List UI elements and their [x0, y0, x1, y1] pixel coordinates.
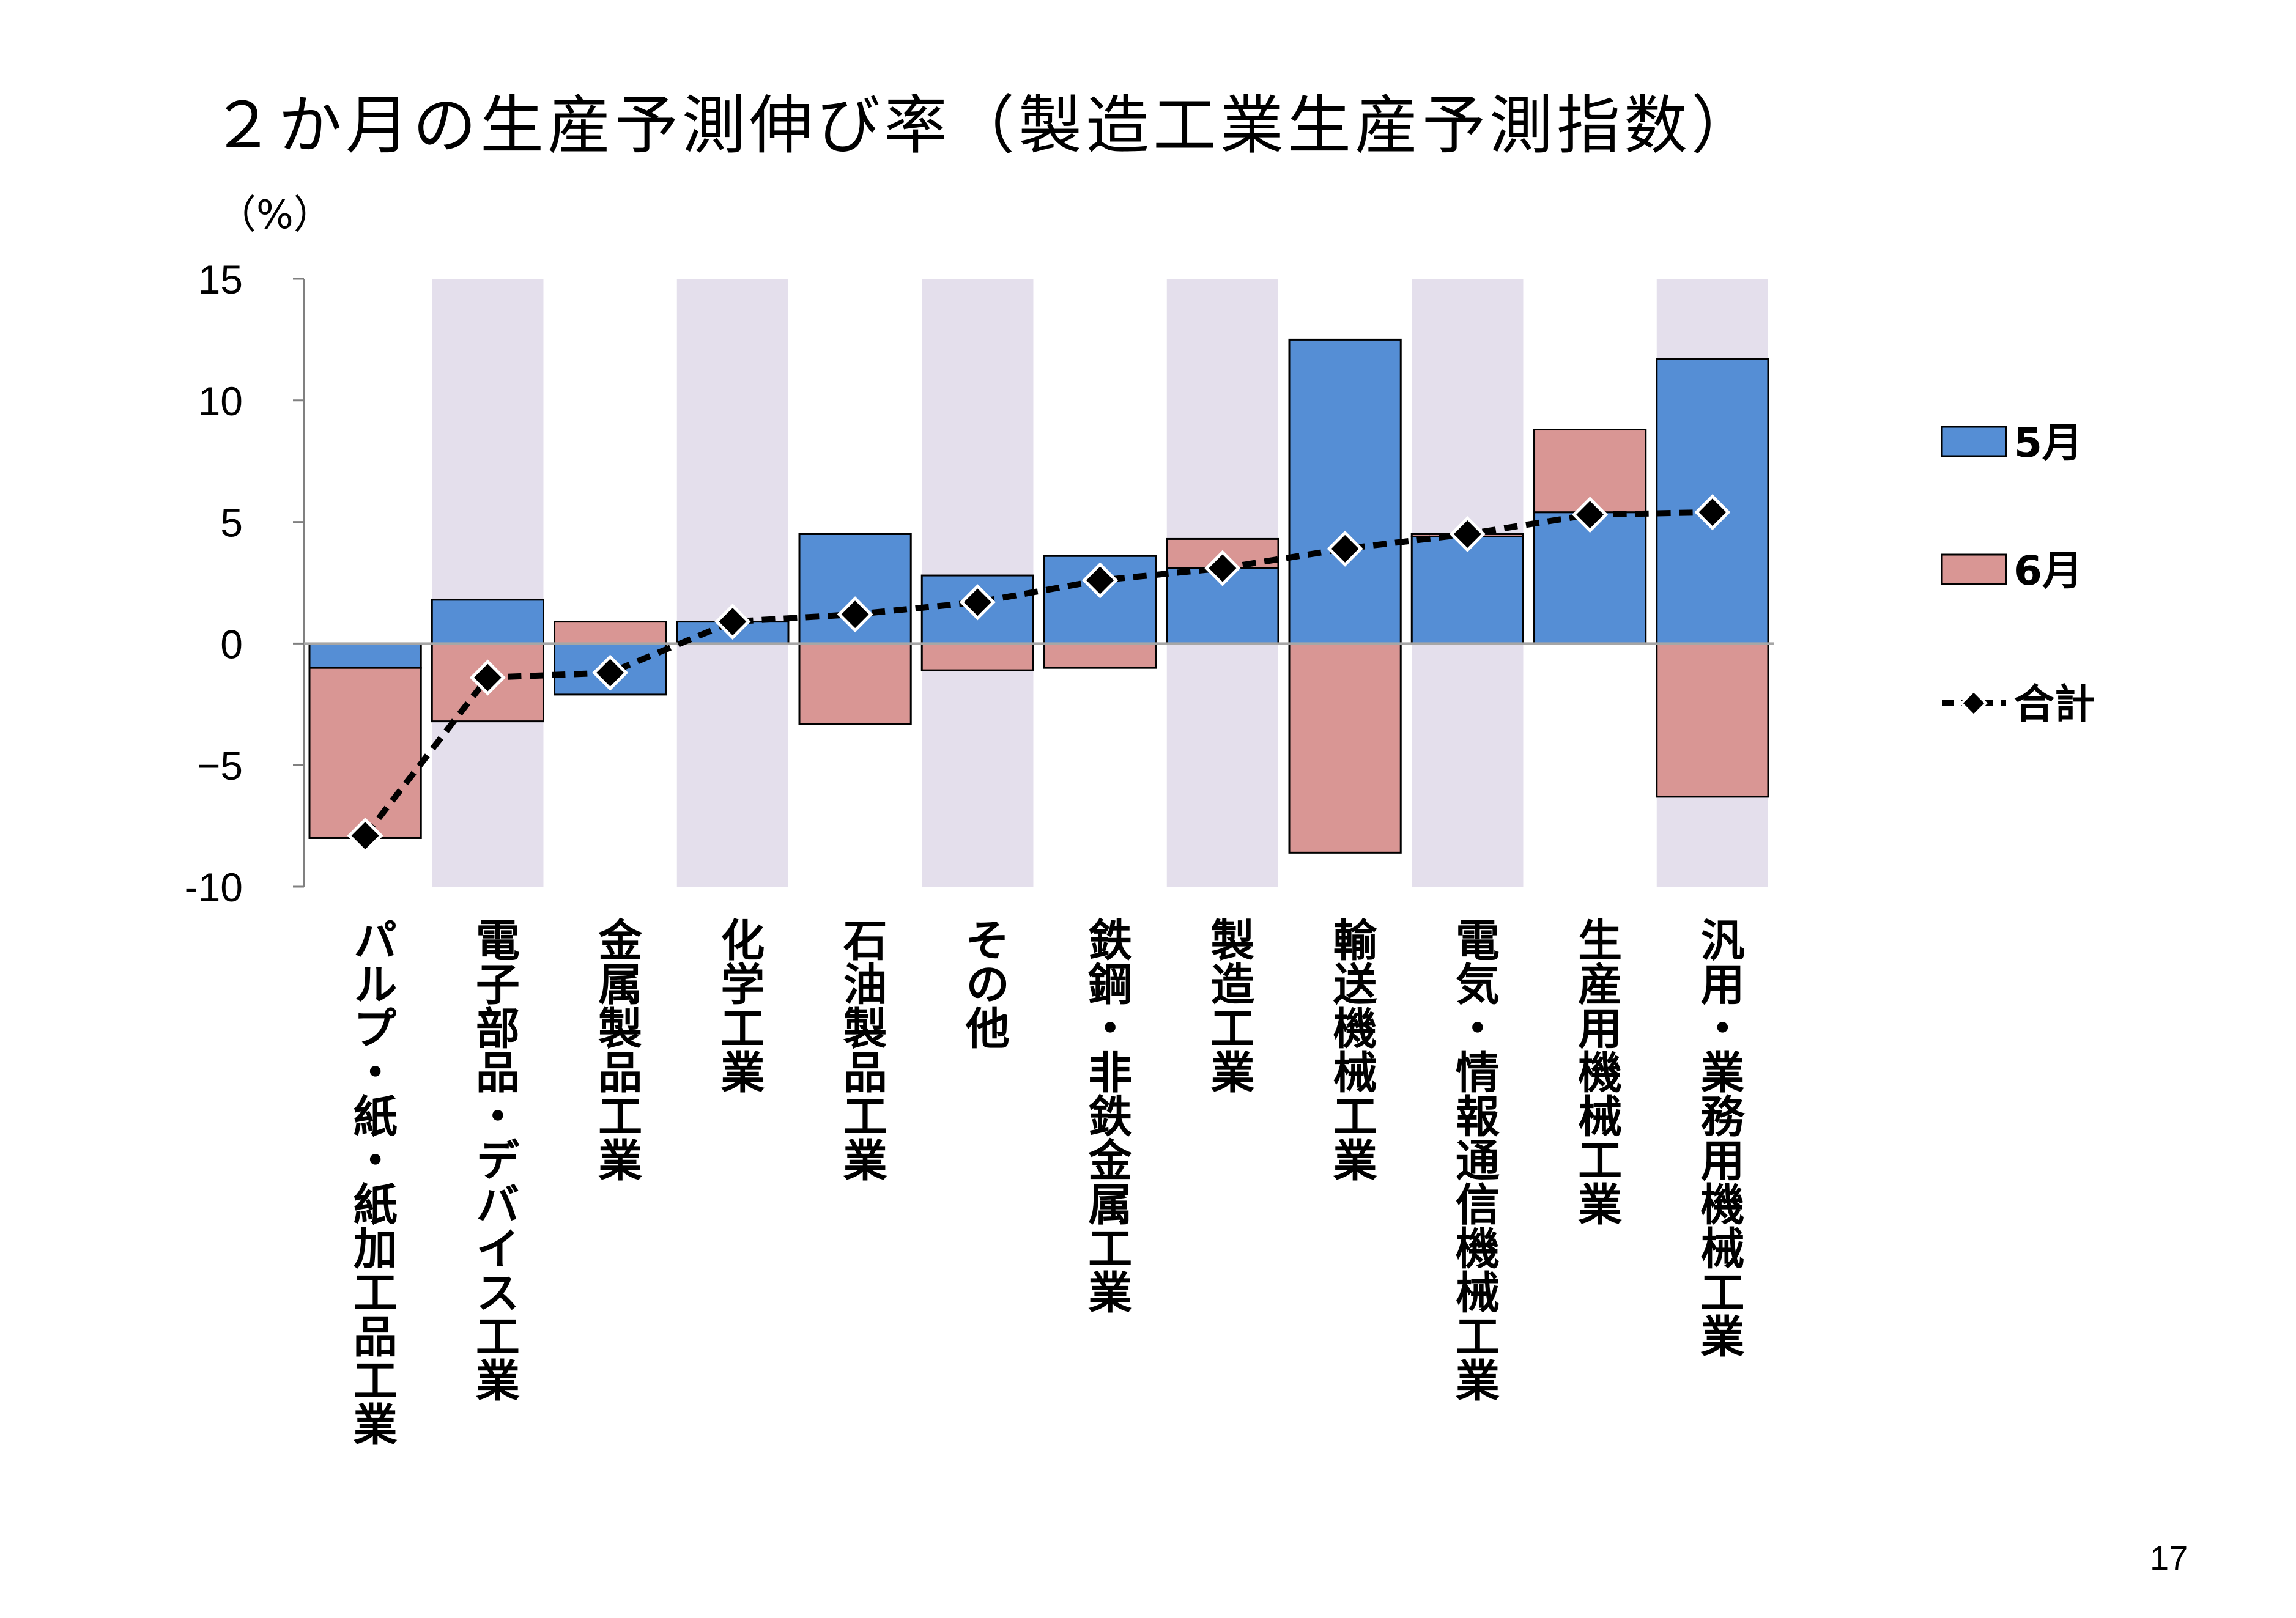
category-label: 輸送機械工業: [1325, 917, 1377, 1181]
total-point: [1694, 494, 1731, 531]
legend-label: 合計: [2014, 681, 2095, 728]
total-point: [714, 604, 751, 640]
bar-may: [1288, 338, 1402, 645]
bar-may: [1533, 511, 1647, 645]
legend-swatch-june: [1941, 553, 2007, 585]
y-tick-label: −5: [197, 743, 243, 788]
bar-may: [431, 599, 544, 645]
category-label: 生産用機械工業: [1570, 917, 1622, 1225]
total-point: [1082, 562, 1119, 599]
category-label: 化学工業: [713, 917, 765, 1093]
total-point: [1204, 550, 1241, 586]
bar-june: [1656, 642, 1769, 798]
category-label: パルプ・紙・紙加工品工業: [346, 917, 398, 1446]
bar-may: [1410, 535, 1524, 645]
legend-label: 5月: [2014, 419, 2083, 467]
total-point: [469, 659, 506, 696]
category-label: 電子部品・デバイス工業: [468, 917, 520, 1402]
y-tick-label: 10: [198, 379, 243, 424]
total-point: [837, 596, 873, 633]
category-label: 汎用・業務用機械工業: [1692, 917, 1744, 1358]
page-number: 17: [2150, 1539, 2188, 1577]
category-label: 製造工業: [1202, 917, 1254, 1093]
bar-june: [1043, 642, 1157, 669]
total-line: [363, 509, 1713, 838]
category-label: 鉄鋼・非鉄金属工業: [1080, 917, 1132, 1313]
total-point: [347, 817, 383, 854]
bar-june: [1288, 642, 1402, 854]
legend-swatch-may: [1941, 426, 2007, 457]
bar-may: [308, 642, 422, 669]
bar-june: [554, 621, 667, 645]
column-shade: [432, 279, 544, 887]
y-tick-label: -10: [185, 865, 243, 910]
chart-title: ２か月の生産予測伸び率（製造工業生産予測指数）: [210, 88, 1758, 163]
category-label: 電気・情報通信機械工業: [1448, 917, 1500, 1402]
category-label: 金属製品工業: [590, 917, 642, 1181]
total-point: [959, 584, 996, 621]
total-line-series: [347, 494, 1731, 854]
axes: 15 10 5 0 −5 -10: [185, 257, 1774, 910]
column-shade: [676, 279, 788, 887]
bar-june: [308, 667, 422, 839]
total-point: [592, 654, 629, 691]
total-point: [1327, 530, 1363, 567]
legend-label: 6月: [2014, 547, 2083, 594]
y-tick-label: 15: [198, 257, 243, 302]
legend-marker-total: [1960, 689, 1988, 717]
category-label: その他: [958, 917, 1010, 1049]
category-label: 石油製品工業: [835, 917, 887, 1181]
y-axis-unit-label: （%）: [217, 193, 333, 238]
total-point: [1572, 497, 1609, 533]
total-point: [1449, 515, 1486, 553]
bar-june: [920, 642, 1034, 671]
y-tick-label: 0: [220, 621, 243, 667]
bar-june: [798, 642, 912, 725]
y-tick-label: 5: [220, 500, 243, 545]
bar-series: [308, 338, 1769, 854]
